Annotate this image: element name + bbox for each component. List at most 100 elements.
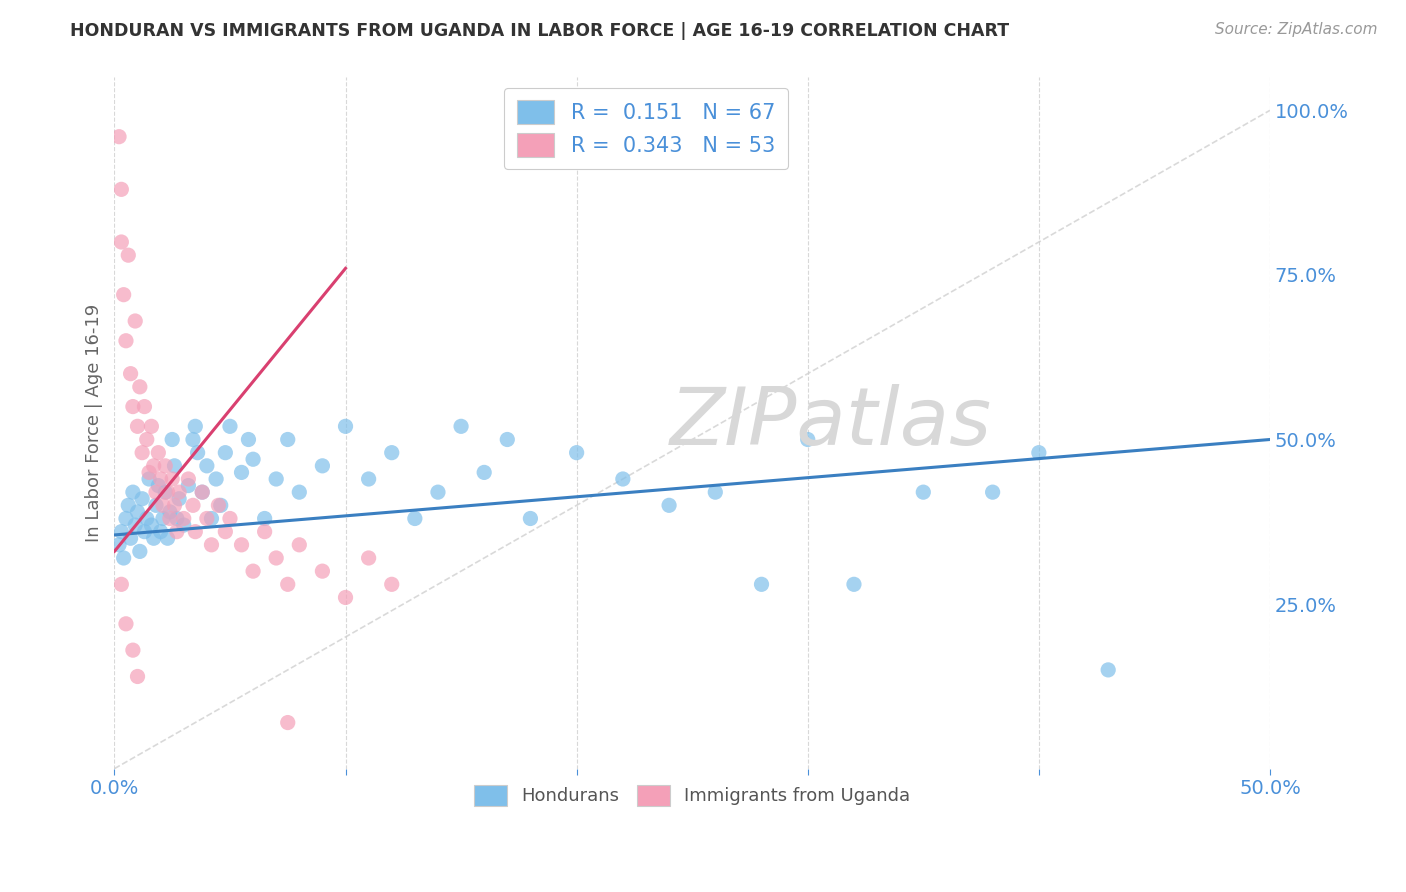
Point bbox=[142, 458, 165, 473]
Point bbox=[160, 433, 183, 447]
Point bbox=[181, 499, 204, 513]
Point bbox=[335, 419, 357, 434]
Point bbox=[128, 544, 150, 558]
Point bbox=[142, 531, 165, 545]
Point bbox=[163, 499, 186, 513]
Point bbox=[115, 334, 138, 348]
Point bbox=[127, 669, 149, 683]
Point bbox=[134, 524, 156, 539]
Point bbox=[115, 511, 138, 525]
Point bbox=[214, 524, 236, 539]
Text: ZIPatlas: ZIPatlas bbox=[669, 384, 991, 462]
Point bbox=[842, 577, 865, 591]
Point bbox=[519, 511, 541, 525]
Point bbox=[357, 472, 380, 486]
Point bbox=[658, 499, 681, 513]
Point bbox=[141, 419, 163, 434]
Point bbox=[191, 485, 214, 500]
Point bbox=[277, 577, 299, 591]
Point bbox=[357, 551, 380, 566]
Point bbox=[335, 591, 357, 605]
Point bbox=[145, 499, 167, 513]
Point bbox=[135, 433, 157, 447]
Point bbox=[912, 485, 935, 500]
Point bbox=[242, 564, 264, 578]
Y-axis label: In Labor Force | Age 16-19: In Labor Force | Age 16-19 bbox=[86, 304, 103, 542]
Point bbox=[166, 524, 188, 539]
Point bbox=[122, 643, 145, 657]
Point bbox=[117, 499, 139, 513]
Point bbox=[177, 478, 200, 492]
Point bbox=[207, 499, 229, 513]
Point bbox=[381, 445, 404, 459]
Point bbox=[156, 531, 179, 545]
Point bbox=[404, 511, 426, 525]
Point bbox=[612, 472, 634, 486]
Point bbox=[131, 491, 153, 506]
Point bbox=[253, 524, 276, 539]
Text: Source: ZipAtlas.com: Source: ZipAtlas.com bbox=[1215, 22, 1378, 37]
Point bbox=[187, 445, 209, 459]
Point bbox=[148, 445, 170, 459]
Point bbox=[231, 538, 253, 552]
Point bbox=[127, 505, 149, 519]
Point bbox=[311, 458, 333, 473]
Point bbox=[167, 485, 190, 500]
Point bbox=[155, 485, 177, 500]
Point bbox=[108, 129, 131, 144]
Point bbox=[155, 458, 177, 473]
Point bbox=[1097, 663, 1119, 677]
Point bbox=[149, 472, 172, 486]
Point bbox=[163, 458, 186, 473]
Point bbox=[131, 445, 153, 459]
Point bbox=[205, 472, 228, 486]
Point bbox=[122, 400, 145, 414]
Point bbox=[311, 564, 333, 578]
Point bbox=[135, 511, 157, 525]
Point bbox=[277, 433, 299, 447]
Point bbox=[264, 472, 287, 486]
Point bbox=[200, 511, 222, 525]
Point bbox=[242, 452, 264, 467]
Point bbox=[277, 715, 299, 730]
Point bbox=[173, 511, 195, 525]
Point bbox=[166, 511, 188, 525]
Point bbox=[288, 485, 311, 500]
Point bbox=[127, 419, 149, 434]
Point bbox=[115, 616, 138, 631]
Point bbox=[148, 478, 170, 492]
Point bbox=[195, 458, 218, 473]
Point bbox=[200, 538, 222, 552]
Point bbox=[160, 472, 183, 486]
Point bbox=[191, 485, 214, 500]
Point bbox=[108, 538, 131, 552]
Point bbox=[156, 485, 179, 500]
Point bbox=[117, 248, 139, 262]
Point bbox=[159, 511, 181, 525]
Point bbox=[110, 235, 132, 249]
Point bbox=[981, 485, 1004, 500]
Point bbox=[173, 518, 195, 533]
Point bbox=[238, 433, 260, 447]
Point bbox=[122, 485, 145, 500]
Point bbox=[450, 419, 472, 434]
Point bbox=[138, 466, 160, 480]
Point bbox=[128, 380, 150, 394]
Point bbox=[124, 518, 146, 533]
Point bbox=[496, 433, 519, 447]
Point bbox=[219, 511, 242, 525]
Point bbox=[134, 400, 156, 414]
Point bbox=[181, 433, 204, 447]
Point bbox=[177, 472, 200, 486]
Point bbox=[138, 472, 160, 486]
Point bbox=[152, 499, 174, 513]
Point bbox=[214, 445, 236, 459]
Text: HONDURAN VS IMMIGRANTS FROM UGANDA IN LABOR FORCE | AGE 16-19 CORRELATION CHART: HONDURAN VS IMMIGRANTS FROM UGANDA IN LA… bbox=[70, 22, 1010, 40]
Point bbox=[184, 524, 207, 539]
Point bbox=[751, 577, 773, 591]
Point bbox=[219, 419, 242, 434]
Point bbox=[426, 485, 449, 500]
Point bbox=[110, 577, 132, 591]
Point bbox=[110, 524, 132, 539]
Point bbox=[264, 551, 287, 566]
